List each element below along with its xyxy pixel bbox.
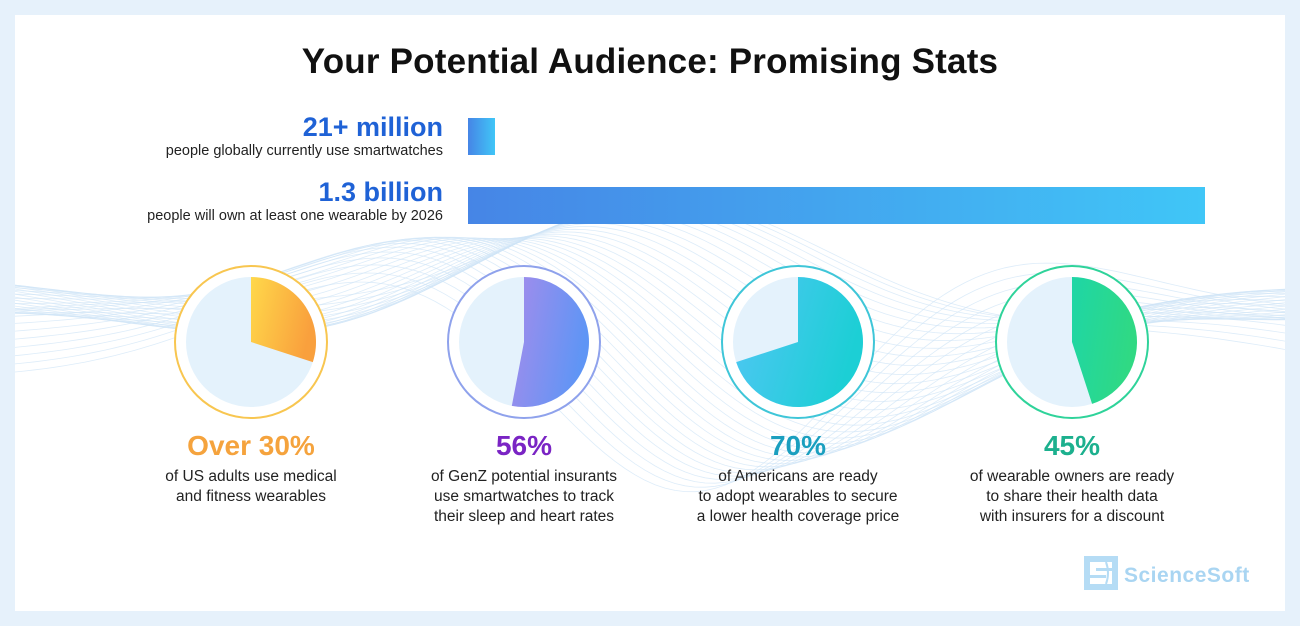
bar-desc-wearable: people will own at least one wearable by… (147, 208, 443, 224)
bar-smartwatch (468, 118, 495, 155)
stat-desc-line: to share their health data (986, 488, 1158, 505)
stat-desc-line: of Americans are ready (718, 468, 878, 485)
bar-value-wearable: 1.3 billion (318, 177, 443, 207)
stat-desc-line: of US adults use medical (165, 468, 337, 485)
stat-desc-line: with insurers for a discount (979, 508, 1165, 525)
pie-chart-americans (721, 265, 875, 419)
pie-chart-wearable-owners (995, 265, 1149, 419)
pie-chart-genz (447, 265, 601, 419)
bar-label-wearable: 1.3 billion people will own at least one… (147, 177, 443, 225)
stat-desc-line: a lower health coverage price (696, 508, 900, 525)
stat-value-americans: 70% (769, 430, 827, 461)
stat-desc-americans: of Americans are ready to adopt wearable… (663, 467, 933, 527)
stat-value-wearable-owners: 45% (1043, 430, 1101, 461)
logo-text: ScienceSoft (1124, 564, 1250, 587)
stat-desc-line: of wearable owners are ready (969, 468, 1175, 485)
stat-desc-genz: of GenZ potential insurants use smartwat… (389, 467, 659, 527)
pie-highlight-slice (511, 277, 589, 407)
stat-desc-us-adults: of US adults use medical and fitness wea… (116, 467, 386, 507)
page-title: Your Potential Audience: Promising Stats (301, 42, 999, 81)
stat-desc-line: to adopt wearables to secure (698, 488, 898, 505)
bar-label-smartwatch: 21+ million people globally currently us… (166, 112, 443, 160)
stat-value-us-adults: Over 30% (187, 430, 315, 461)
stat-desc-line: use smartwatches to track (433, 488, 615, 505)
pie-highlight-slice (736, 277, 863, 407)
bar-desc-smartwatch: people globally currently use smartwatch… (165, 143, 443, 159)
stat-desc-wearable-owners: of wearable owners are ready to share th… (937, 467, 1207, 527)
stat-desc-line: and fitness wearables (176, 488, 326, 505)
sciencesoft-logo-icon (1084, 556, 1118, 590)
bar-wearable (468, 187, 1205, 224)
stat-desc-line: of GenZ potential insurants (430, 468, 618, 485)
pie-chart-us-adults (174, 265, 328, 419)
stat-desc-line: their sleep and heart rates (433, 508, 615, 525)
bar-value-smartwatch: 21+ million (302, 112, 443, 142)
pie-highlight-slice (1072, 277, 1138, 404)
pie-highlight-slice (251, 277, 317, 363)
stat-value-genz: 56% (495, 430, 553, 461)
